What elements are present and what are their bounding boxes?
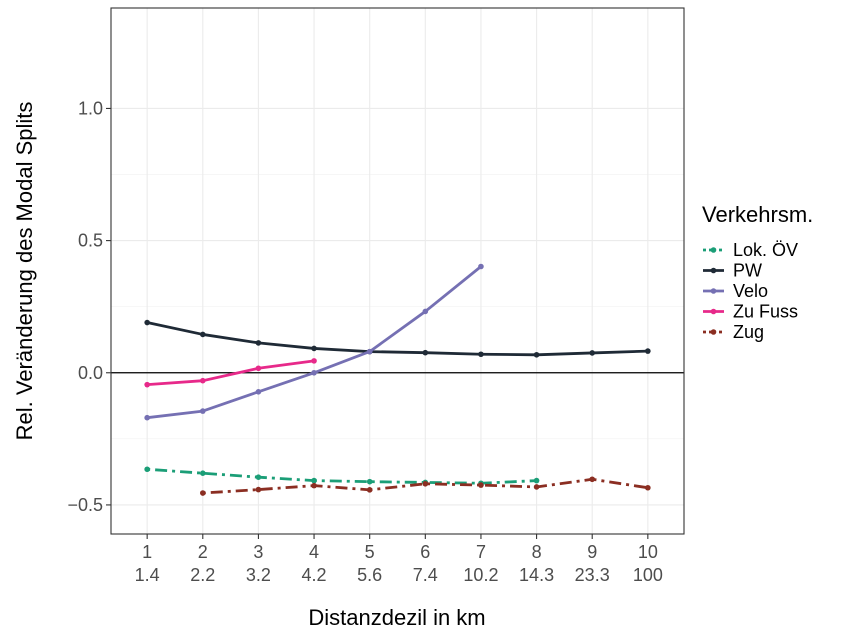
x-tick-label-km: 14.3	[519, 565, 554, 585]
data-point	[366, 487, 373, 493]
data-point	[255, 486, 262, 493]
panel-background	[111, 8, 684, 534]
panel-border	[110, 7, 685, 535]
series-velo	[144, 263, 484, 421]
legend-key-point	[710, 308, 717, 315]
data-point	[533, 477, 540, 484]
series-layer	[144, 263, 651, 496]
data-point	[422, 349, 429, 356]
data-point	[589, 476, 596, 483]
legend-label-velo: Velo	[733, 281, 768, 301]
x-tick-label-decile: 1	[142, 542, 152, 562]
data-point	[533, 484, 540, 490]
x-axis: 1 1.4 2 2.2 3 3.2 4 4.2 5 5.6 6 7.4 7 10.2 8 14.3 9 23.3 1…	[135, 534, 663, 585]
legend-label-pw: PW	[733, 261, 762, 281]
legend-label-zu-fuss: Zu Fuss	[733, 302, 798, 322]
x-tick-label-decile: 3	[253, 542, 263, 562]
data-point	[311, 477, 317, 484]
y-axis: −0.5 0.0 0.5 1.0	[67, 98, 111, 515]
y-axis-title: Rel. Veränderung des Modal Splits	[12, 102, 37, 441]
series-zug	[199, 476, 651, 496]
data-point	[255, 340, 262, 346]
data-point	[422, 308, 429, 315]
legend-key-point	[710, 288, 717, 294]
legend-key-zug	[703, 329, 724, 335]
data-point	[199, 331, 206, 338]
x-tick-label-km: 100	[633, 565, 663, 585]
data-point	[645, 484, 651, 491]
x-tick-label-decile: 4	[309, 542, 319, 562]
data-point	[199, 377, 206, 384]
data-point	[144, 381, 150, 388]
data-point	[589, 350, 596, 356]
data-point	[422, 480, 429, 487]
x-tick-label-decile: 6	[420, 542, 430, 562]
data-point	[199, 408, 206, 414]
data-point	[311, 345, 317, 352]
x-tick-label-decile: 5	[365, 542, 375, 562]
series-line-lok-ov	[147, 467, 537, 485]
x-tick-label-decile: 8	[532, 542, 542, 562]
data-point	[144, 414, 150, 421]
data-point	[366, 478, 373, 485]
data-point	[199, 470, 206, 477]
series-zu-fuss	[144, 358, 317, 388]
gridlines	[111, 8, 684, 534]
x-tick-label-decile: 7	[476, 542, 486, 562]
data-point	[144, 319, 150, 326]
data-point	[478, 263, 484, 270]
legend-label-zug: Zug	[733, 322, 764, 342]
data-point	[533, 351, 540, 358]
data-point	[199, 490, 206, 496]
legend-key-point	[710, 329, 717, 335]
y-tick-label: 0.5	[78, 231, 103, 251]
data-point	[311, 482, 317, 489]
data-point	[478, 482, 484, 488]
legend-key-point	[710, 247, 717, 253]
x-tick-label-km: 23.3	[575, 565, 610, 585]
x-tick-label-km: 5.6	[357, 565, 382, 585]
legend-key-point	[710, 267, 717, 274]
x-tick-label-km: 3.2	[246, 565, 271, 585]
y-tick-label: −0.5	[67, 495, 103, 515]
series-line-pw	[146, 321, 648, 357]
y-tick-label: 0.0	[78, 363, 103, 383]
data-point	[311, 369, 317, 376]
data-point	[366, 348, 373, 355]
x-tick-label-km: 2.2	[190, 565, 215, 585]
legend-key-lok-ov	[703, 247, 724, 253]
series-line-zu-fuss	[147, 359, 315, 387]
data-point	[144, 466, 150, 473]
x-tick-label-decile: 10	[638, 542, 658, 562]
data-point	[255, 388, 262, 395]
data-point	[478, 351, 484, 358]
legend-title: Verkehrsm.	[702, 202, 813, 227]
x-tick-label-decile: 9	[587, 542, 597, 562]
x-tick-label-km: 10.2	[463, 565, 498, 585]
x-axis-title: Distanzdezil in km	[308, 605, 485, 630]
x-tick-label-km: 1.4	[135, 565, 160, 585]
data-point	[311, 358, 317, 364]
data-point	[255, 365, 262, 372]
legend-label-lok-ov: Lok. ÖV	[733, 240, 798, 260]
x-tick-label-km: 7.4	[413, 565, 438, 585]
data-point	[255, 474, 262, 480]
y-tick-label: 1.0	[78, 98, 103, 118]
legend-key-velo	[703, 288, 724, 294]
legend-key-pw	[703, 267, 724, 274]
x-tick-label-decile: 2	[198, 542, 208, 562]
x-tick-label-km: 4.2	[302, 565, 327, 585]
series-lok-ov	[144, 466, 540, 487]
legend-key-zu-fuss	[703, 308, 724, 315]
data-point	[645, 348, 651, 354]
